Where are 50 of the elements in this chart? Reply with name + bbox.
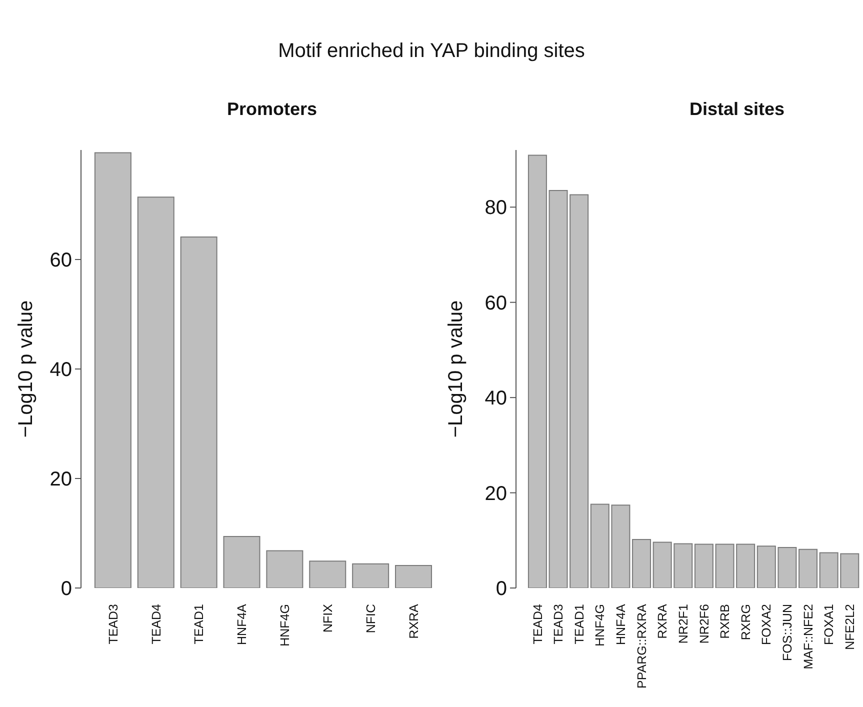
y-tick-label: 20 bbox=[484, 482, 507, 505]
x-tick-label: TEAD1 bbox=[192, 604, 206, 644]
bar bbox=[694, 544, 714, 588]
x-tick-label: MAF::NFE2 bbox=[801, 604, 816, 670]
x-tick-label: FOXA2 bbox=[760, 604, 774, 645]
x-tick-label: NR2F1 bbox=[676, 604, 690, 644]
y-tick-label: 0 bbox=[60, 578, 72, 600]
x-tick-label: TEAD1 bbox=[572, 604, 586, 644]
y-axis-title: −Log10 p value bbox=[15, 300, 37, 438]
x-tick-label: RXRA bbox=[656, 603, 670, 639]
x-tick-label: FOS::JUN bbox=[780, 604, 795, 661]
x-tick-label: HNF4G bbox=[593, 604, 608, 646]
x-tick-label: NR2F6 bbox=[697, 604, 712, 644]
bar bbox=[395, 565, 432, 588]
bar bbox=[309, 560, 346, 588]
y-tick-label: 60 bbox=[50, 250, 72, 272]
bar bbox=[352, 563, 390, 588]
bar bbox=[137, 196, 174, 588]
y-tick-label: 0 bbox=[496, 578, 507, 600]
chart-subtitle: Promoters bbox=[226, 98, 318, 120]
x-tick-label: TEAD4 bbox=[149, 604, 164, 644]
chart-title: Motif enriched in YAP binding sites bbox=[277, 39, 586, 64]
x-tick-label: TEAD3 bbox=[552, 604, 566, 644]
y-axis-title: −Log10 p value bbox=[445, 300, 467, 438]
x-tick-label: NFIX bbox=[321, 603, 336, 632]
bar bbox=[94, 152, 132, 588]
x-tick-label: RXRA bbox=[406, 603, 421, 639]
bar bbox=[180, 236, 218, 588]
y-tick-label: 40 bbox=[484, 388, 507, 410]
x-tick-label: HNF4A bbox=[235, 603, 250, 645]
x-tick-label: RXRG bbox=[738, 604, 753, 640]
x-tick-label: PPARG::RXRA bbox=[634, 603, 649, 689]
x-tick-label: TEAD4 bbox=[530, 604, 545, 644]
y-tick-label: 60 bbox=[484, 292, 507, 314]
y-tick-label: 20 bbox=[50, 468, 72, 491]
x-tick-label: NFE2L2 bbox=[842, 604, 857, 650]
x-tick-label: FOXA1 bbox=[822, 604, 836, 645]
chart-subtitle: Distal sites bbox=[688, 98, 786, 120]
bar bbox=[528, 154, 547, 588]
bar bbox=[223, 536, 260, 588]
x-tick-label: RXRB bbox=[718, 604, 732, 639]
x-tick-label: HNF4A bbox=[614, 603, 628, 645]
bar bbox=[798, 548, 818, 588]
x-tick-label: TEAD3 bbox=[106, 604, 120, 644]
x-tick-label: HNF4G bbox=[278, 604, 292, 646]
y-tick-label: 80 bbox=[484, 197, 507, 220]
x-tick-label: NFIC bbox=[364, 604, 378, 634]
bar bbox=[266, 550, 304, 588]
y-tick-label: 40 bbox=[50, 359, 72, 382]
bar bbox=[632, 538, 652, 588]
